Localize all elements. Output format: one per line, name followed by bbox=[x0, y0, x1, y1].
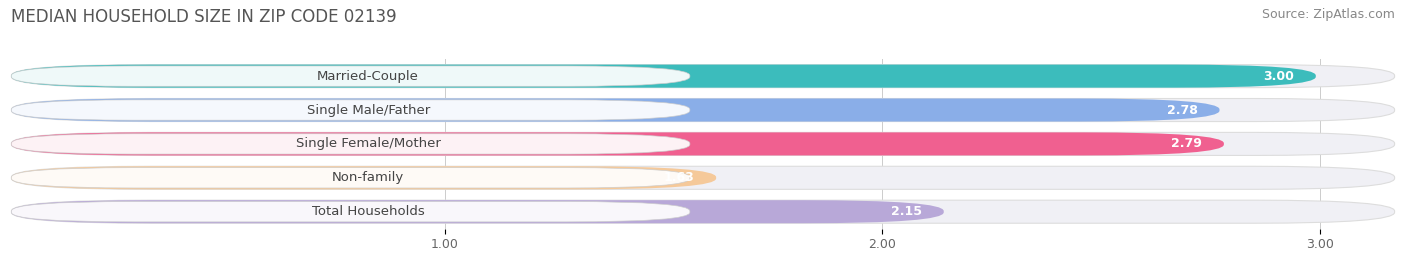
FancyBboxPatch shape bbox=[11, 166, 716, 189]
FancyBboxPatch shape bbox=[11, 132, 1223, 155]
FancyBboxPatch shape bbox=[11, 98, 1395, 122]
Text: Total Households: Total Households bbox=[312, 205, 425, 218]
Text: 2.79: 2.79 bbox=[1171, 137, 1202, 150]
FancyBboxPatch shape bbox=[11, 100, 690, 120]
FancyBboxPatch shape bbox=[11, 134, 690, 154]
FancyBboxPatch shape bbox=[11, 98, 1219, 122]
Text: Single Male/Father: Single Male/Father bbox=[307, 104, 430, 116]
FancyBboxPatch shape bbox=[11, 201, 690, 222]
Text: MEDIAN HOUSEHOLD SIZE IN ZIP CODE 02139: MEDIAN HOUSEHOLD SIZE IN ZIP CODE 02139 bbox=[11, 8, 396, 26]
FancyBboxPatch shape bbox=[11, 65, 1395, 88]
Text: Non-family: Non-family bbox=[332, 171, 405, 184]
Text: Married-Couple: Married-Couple bbox=[318, 70, 419, 83]
FancyBboxPatch shape bbox=[11, 200, 943, 223]
FancyBboxPatch shape bbox=[11, 200, 1395, 223]
FancyBboxPatch shape bbox=[11, 166, 1395, 189]
Text: Source: ZipAtlas.com: Source: ZipAtlas.com bbox=[1261, 8, 1395, 21]
Text: 2.78: 2.78 bbox=[1167, 104, 1198, 116]
FancyBboxPatch shape bbox=[11, 65, 1316, 88]
FancyBboxPatch shape bbox=[11, 132, 1395, 155]
FancyBboxPatch shape bbox=[11, 168, 690, 188]
Text: 1.63: 1.63 bbox=[664, 171, 695, 184]
Text: 2.15: 2.15 bbox=[891, 205, 922, 218]
Text: 3.00: 3.00 bbox=[1263, 70, 1294, 83]
FancyBboxPatch shape bbox=[11, 66, 690, 86]
Text: Single Female/Mother: Single Female/Mother bbox=[295, 137, 440, 150]
